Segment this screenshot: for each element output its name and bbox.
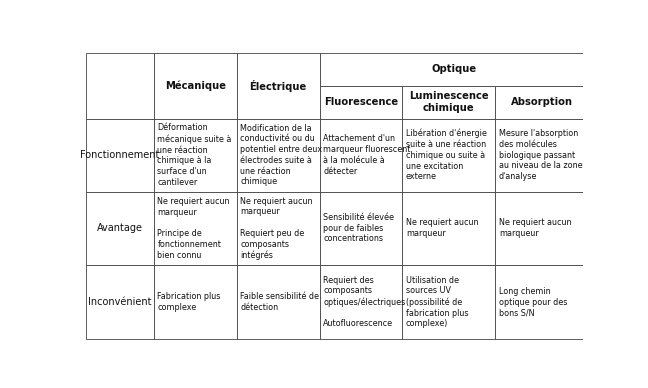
Bar (495, 85, 588, 118)
Bar (154, 52, 237, 118)
Text: Optique: Optique (432, 64, 476, 74)
Text: Absorption: Absorption (511, 97, 573, 107)
Bar (237, 265, 319, 340)
Bar (86, 265, 154, 340)
Bar (319, 52, 588, 85)
Text: Sensibilité élevée
pour de faibles
concentrations: Sensibilité élevée pour de faibles conce… (323, 213, 394, 243)
Bar (154, 265, 237, 340)
Text: Mécanique: Mécanique (165, 80, 226, 91)
Bar (319, 118, 402, 192)
Text: Requiert des
composants
optiques/électriques

Autofluorescence: Requiert des composants optiques/électri… (323, 276, 405, 328)
Text: Ne requiert aucun
marqueur: Ne requiert aucun marqueur (406, 218, 478, 238)
Bar (154, 118, 237, 192)
Text: Long chemin
optique pour des
bons S/N: Long chemin optique pour des bons S/N (499, 287, 567, 317)
Bar (319, 85, 402, 118)
Bar (402, 118, 495, 192)
Bar (86, 118, 154, 192)
Bar (402, 192, 495, 265)
Text: Fabrication plus
complexe: Fabrication plus complexe (157, 292, 221, 312)
Text: Fonctionnement: Fonctionnement (80, 150, 159, 160)
Text: Faible sensibilité de
détection: Faible sensibilité de détection (240, 292, 319, 312)
Bar (495, 192, 588, 265)
Bar (154, 192, 237, 265)
Bar (237, 192, 319, 265)
Bar (402, 265, 495, 340)
Text: Ne requiert aucun
marqueur: Ne requiert aucun marqueur (499, 218, 572, 238)
Text: Ne requiert aucun
marqueur

Principe de
fonctionnement
bien connu: Ne requiert aucun marqueur Principe de f… (157, 197, 230, 260)
Bar (495, 118, 588, 192)
Bar (86, 192, 154, 265)
Text: Libération d'énergie
suite à une réaction
chimique ou suite à
une excitation
ext: Libération d'énergie suite à une réactio… (406, 129, 487, 181)
Text: Déformation
mécanique suite à
une réaction
chimique à la
surface d'un
cantilever: Déformation mécanique suite à une réacti… (157, 123, 232, 187)
Text: Électrique: Électrique (249, 80, 307, 92)
Bar (86, 52, 154, 118)
Bar (402, 85, 495, 118)
Text: Inconvénient: Inconvénient (88, 297, 152, 307)
Bar (319, 192, 402, 265)
Text: Attachement d'un
marqueur fluorescent
à la molécule à
détecter: Attachement d'un marqueur fluorescent à … (323, 135, 410, 176)
Bar (237, 118, 319, 192)
Text: Modification de la
conductivité ou du
potentiel entre deux
électrodes suite à
un: Modification de la conductivité ou du po… (240, 124, 322, 187)
Bar (237, 52, 319, 118)
Text: Luminescence
chimique: Luminescence chimique (409, 91, 489, 113)
Bar (495, 265, 588, 340)
Text: Avantage: Avantage (97, 223, 143, 233)
Text: Mesure l'absorption
des molécules
biologique passant
au niveau de la zone
d'anal: Mesure l'absorption des molécules biolog… (499, 129, 583, 181)
Bar (319, 265, 402, 340)
Text: Fluorescence: Fluorescence (324, 97, 398, 107)
Text: Utilisation de
sources UV
(possibilité de
fabrication plus
complexe): Utilisation de sources UV (possibilité d… (406, 276, 469, 328)
Text: Ne requiert aucun
marqueur

Requiert peu de
composants
intégrés: Ne requiert aucun marqueur Requiert peu … (240, 196, 313, 260)
